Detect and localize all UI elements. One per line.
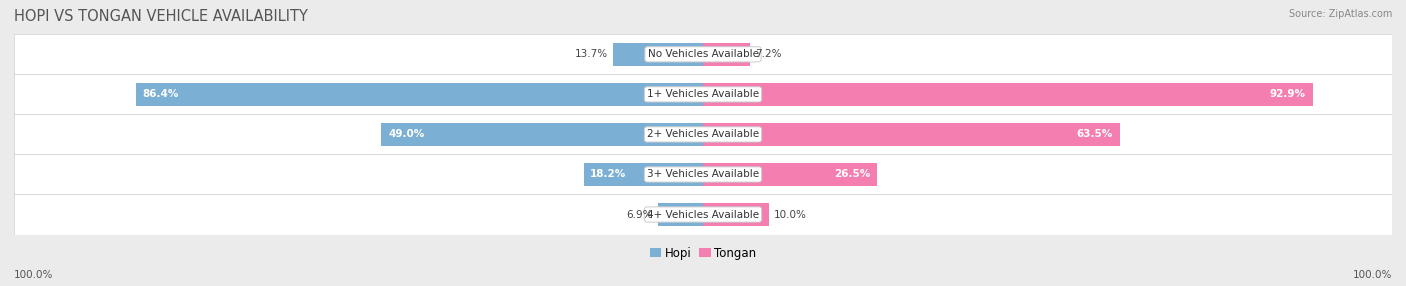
- Text: 7.2%: 7.2%: [755, 49, 782, 59]
- Text: HOPI VS TONGAN VEHICLE AVAILABILITY: HOPI VS TONGAN VEHICLE AVAILABILITY: [14, 9, 308, 23]
- Text: 13.7%: 13.7%: [575, 49, 607, 59]
- Text: 6.9%: 6.9%: [626, 210, 652, 219]
- Text: 92.9%: 92.9%: [1270, 90, 1306, 99]
- Text: 3+ Vehicles Available: 3+ Vehicles Available: [647, 170, 759, 179]
- Bar: [658, 203, 703, 226]
- Text: 4+ Vehicles Available: 4+ Vehicles Available: [647, 210, 759, 219]
- Bar: [703, 43, 751, 66]
- Bar: [381, 123, 703, 146]
- Text: No Vehicles Available: No Vehicles Available: [648, 49, 758, 59]
- Bar: [14, 154, 1392, 194]
- Bar: [703, 203, 769, 226]
- Text: 18.2%: 18.2%: [591, 170, 627, 179]
- Bar: [14, 34, 1392, 74]
- Bar: [613, 43, 703, 66]
- Text: 26.5%: 26.5%: [834, 170, 870, 179]
- Bar: [136, 83, 703, 106]
- Text: 2+ Vehicles Available: 2+ Vehicles Available: [647, 130, 759, 139]
- Legend: Hopi, Tongan: Hopi, Tongan: [645, 242, 761, 265]
- Bar: [14, 74, 1392, 114]
- Bar: [583, 163, 703, 186]
- Text: 1+ Vehicles Available: 1+ Vehicles Available: [647, 90, 759, 99]
- Text: Source: ZipAtlas.com: Source: ZipAtlas.com: [1288, 9, 1392, 19]
- Text: 63.5%: 63.5%: [1077, 130, 1114, 139]
- Bar: [14, 114, 1392, 154]
- Bar: [703, 163, 877, 186]
- Text: 49.0%: 49.0%: [388, 130, 425, 139]
- Bar: [14, 194, 1392, 235]
- Bar: [703, 83, 1313, 106]
- Text: 86.4%: 86.4%: [142, 90, 179, 99]
- Text: 10.0%: 10.0%: [773, 210, 807, 219]
- Bar: [703, 123, 1119, 146]
- Text: 100.0%: 100.0%: [14, 270, 53, 280]
- Text: 100.0%: 100.0%: [1353, 270, 1392, 280]
